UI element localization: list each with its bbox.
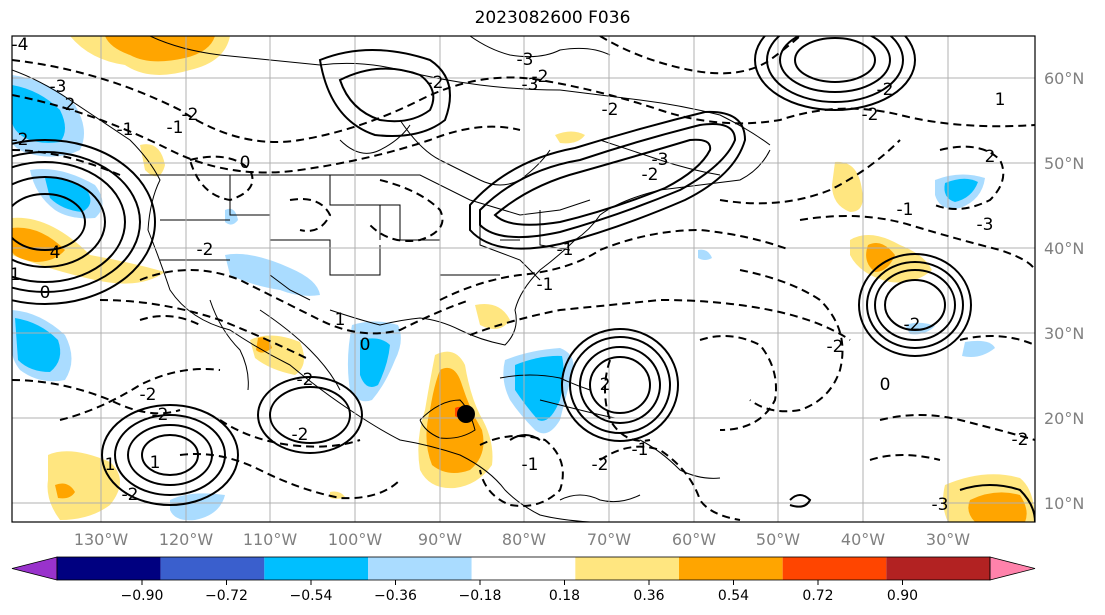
colorbar-extend-high bbox=[989, 556, 1036, 581]
colorbar-bin bbox=[160, 557, 265, 580]
contour-label: -1 bbox=[632, 440, 649, 460]
contour-label: -2 bbox=[532, 67, 549, 87]
colorbar-tick-label: −0.36 bbox=[374, 588, 417, 604]
latitude-label: 20°N bbox=[1044, 409, 1084, 428]
contour-label: -2 bbox=[140, 385, 157, 405]
contour-label: 2 bbox=[985, 147, 996, 167]
colorbar-frame bbox=[56, 556, 991, 581]
graticule bbox=[12, 36, 1035, 522]
colorbar-bin bbox=[264, 557, 368, 580]
contour-label: -1 bbox=[4, 265, 21, 285]
contour-label: 0 bbox=[360, 335, 371, 355]
colorbar-tick-label: 0.36 bbox=[633, 588, 664, 604]
colorbar-extend-low bbox=[11, 556, 58, 581]
contour-label: -2 bbox=[12, 130, 29, 150]
contour-label: -2 bbox=[862, 105, 879, 125]
contour-label: -1 bbox=[897, 200, 914, 220]
contour-label: -2 bbox=[427, 73, 444, 93]
colorbar-tick-label: 0.90 bbox=[887, 588, 918, 604]
colorbar-bin bbox=[782, 557, 887, 580]
colorbar-tick-label: 0.72 bbox=[802, 588, 833, 604]
longitude-label: 120°W bbox=[159, 530, 214, 549]
map-title: 2023082600 F036 bbox=[474, 8, 631, 28]
colorbar-bin bbox=[57, 557, 161, 580]
contour-label: 1 bbox=[995, 90, 1006, 110]
contour-label: -2 bbox=[297, 370, 314, 390]
contour-label: -3 bbox=[932, 495, 949, 515]
contour-label: -3 bbox=[517, 50, 534, 70]
colorbar-tick-label: 0.54 bbox=[718, 588, 749, 604]
longitude-labels: 130°W 120°W 110°W 100°W 90°W 80°W 70°W 60°W 50°W… bbox=[74, 530, 970, 549]
contour-label: 2 bbox=[600, 375, 611, 395]
contour-label: 2 bbox=[65, 95, 76, 115]
contour-label: -3 bbox=[50, 77, 67, 97]
latitude-label: 50°N bbox=[1044, 154, 1084, 173]
colorbar-bin bbox=[471, 557, 576, 580]
colorbar-bin bbox=[679, 557, 783, 580]
contour-label: 1 bbox=[150, 453, 161, 473]
latitude-label: 60°N bbox=[1044, 69, 1084, 88]
colorbar-bin bbox=[575, 557, 679, 580]
contour-label: -2 bbox=[877, 80, 894, 100]
longitude-label: 130°W bbox=[74, 530, 129, 549]
coastlines bbox=[12, 36, 771, 522]
contour-label: 4 bbox=[50, 243, 61, 263]
contour-label: -3 bbox=[652, 150, 669, 170]
colorbar-tick-label: −0.90 bbox=[121, 588, 164, 604]
latitude-labels: 60°N 50°N 40°N 30°N 20°N 10°N bbox=[1044, 69, 1084, 513]
contour-label: -1 bbox=[522, 455, 539, 475]
latitude-label: 10°N bbox=[1044, 494, 1084, 513]
longitude-label: 110°W bbox=[243, 530, 298, 549]
longitude-label: 100°W bbox=[328, 530, 383, 549]
latitude-label: 30°N bbox=[1044, 324, 1084, 343]
contour-label: -2 bbox=[197, 240, 214, 260]
contour-label: -2 bbox=[122, 485, 139, 505]
colorbar-bin bbox=[886, 557, 990, 580]
contour-labels: -4-2-10-1-3-2-12-2-3-2-3-2-3-240-210-2-2… bbox=[4, 35, 1029, 515]
contour-label: -3 bbox=[977, 215, 994, 235]
contour-label: -2 bbox=[292, 425, 309, 445]
contour-label: -2 bbox=[182, 105, 199, 125]
colorbar-tick-label: −0.54 bbox=[290, 588, 333, 604]
longitude-label: 80°W bbox=[502, 530, 546, 549]
contour-label: -2 bbox=[602, 100, 619, 120]
longitude-label: 60°W bbox=[672, 530, 716, 549]
longitude-label: 90°W bbox=[418, 530, 462, 549]
contour-label: 0 bbox=[240, 153, 251, 173]
contour-label: -2 bbox=[904, 315, 921, 335]
longitude-label: 30°W bbox=[926, 530, 970, 549]
contour-label: 1 bbox=[335, 310, 346, 330]
contour-label: 0 bbox=[40, 283, 51, 303]
longitude-label: 70°W bbox=[587, 530, 631, 549]
storm-marker-icon bbox=[457, 405, 475, 423]
contour-label: -1 bbox=[537, 275, 554, 295]
latitude-label: 40°N bbox=[1044, 239, 1084, 258]
contour-label: -1 bbox=[117, 120, 134, 140]
contour-label: -2 bbox=[152, 405, 169, 425]
contour-label: -2 bbox=[827, 337, 844, 357]
contour-label: -2 bbox=[642, 165, 659, 185]
map-frame bbox=[11, 35, 1036, 523]
colorbar-tick-label: −0.72 bbox=[205, 588, 248, 604]
longitude-label: 50°W bbox=[756, 530, 800, 549]
contour-label: -4 bbox=[12, 35, 29, 55]
contour-label: -3 bbox=[522, 75, 539, 95]
contour-label: 0 bbox=[880, 375, 891, 395]
longitude-label: 40°W bbox=[841, 530, 885, 549]
colorbar: −0.90 −0.72 −0.54 −0.36 −0.18 0.18 0.36 0.54 0.7… bbox=[11, 556, 1036, 604]
colorbar-bin bbox=[368, 557, 472, 580]
contours bbox=[12, 36, 1035, 522]
contour-label: -1 bbox=[557, 240, 574, 260]
contour-label: -1 bbox=[167, 118, 184, 138]
contour-label: 1 bbox=[105, 455, 116, 475]
contour-label: -2 bbox=[1012, 430, 1029, 450]
colorbar-tick-label: −0.18 bbox=[459, 588, 502, 604]
colorbar-tick-label: 0.18 bbox=[549, 588, 580, 604]
contour-label: -2 bbox=[592, 455, 609, 475]
